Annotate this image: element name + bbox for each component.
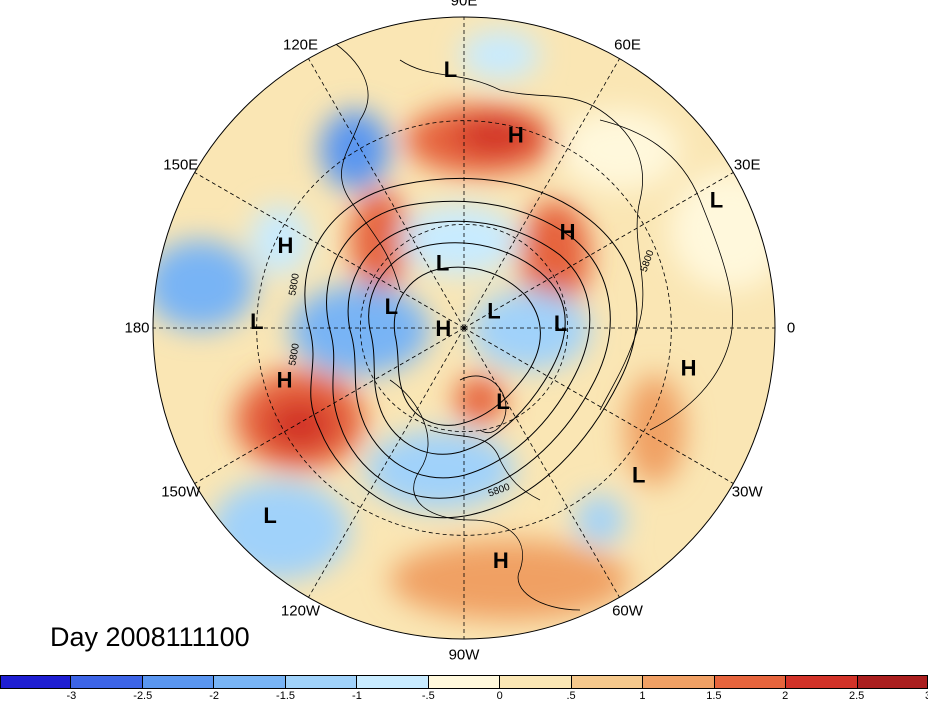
low-pressure-label: L xyxy=(496,389,509,414)
colorbar-tick-label: 1 xyxy=(639,690,646,702)
colorbar-tick-label: -1 xyxy=(352,690,362,702)
colorbar-tick-label: .5 xyxy=(566,690,576,702)
longitude-label: 60W xyxy=(612,602,643,620)
low-pressure-label: L xyxy=(710,187,723,212)
meridian-line xyxy=(194,172,465,329)
longitude-label: 90E xyxy=(450,0,478,10)
longitude-label: 120E xyxy=(282,36,319,54)
longitude-label: 60E xyxy=(614,36,641,54)
colorbar-tick-label: 0 xyxy=(496,690,503,702)
colorbar-swatch xyxy=(500,675,572,689)
longitude-label: 90W xyxy=(448,646,480,664)
colorbar xyxy=(0,675,928,689)
meridian-line xyxy=(463,327,734,484)
contour-label: 5800 xyxy=(287,342,302,366)
colorbar-tick-label: -2 xyxy=(209,690,220,702)
meridian-line xyxy=(463,172,734,329)
colorbar-swatch xyxy=(357,675,429,689)
colorbar-tick-label: 2 xyxy=(782,690,789,702)
date-title: Day 2008111100 xyxy=(50,622,250,652)
colorbar-swatch xyxy=(643,675,715,689)
longitude-label: 30W xyxy=(731,483,763,500)
low-pressure-label: L xyxy=(554,311,567,336)
low-pressure-label: L xyxy=(444,57,457,82)
low-pressure-label: L xyxy=(263,503,276,528)
high-pressure-label: H xyxy=(278,233,294,258)
colorbar-swatch xyxy=(857,675,928,689)
meridian-line xyxy=(308,58,465,329)
map-boundary xyxy=(152,16,776,640)
high-pressure-label: H xyxy=(681,356,697,381)
low-pressure-label: L xyxy=(385,294,398,319)
colorbar-tick-label: 3 xyxy=(925,690,928,702)
high-pressure-label: H xyxy=(508,122,524,147)
graticule xyxy=(153,17,775,639)
low-pressure-label: L xyxy=(250,309,263,334)
colorbar-tick-label: 1.5 xyxy=(706,690,722,702)
colorbar-swatch xyxy=(0,675,72,689)
longitude-label: 30E xyxy=(733,156,761,173)
longitude-label: 120W xyxy=(280,602,321,620)
high-pressure-label: H xyxy=(277,367,293,392)
meridian-line xyxy=(463,58,620,329)
longitude-label: 150W xyxy=(161,483,201,500)
low-pressure-label: L xyxy=(632,463,645,488)
colorbar-swatch xyxy=(786,675,858,689)
colorbar-swatch xyxy=(428,675,501,689)
low-pressure-label: L xyxy=(436,250,449,275)
high-pressure-label: H xyxy=(560,219,576,244)
meridian-line xyxy=(463,327,620,598)
colorbar-swatch xyxy=(285,675,358,689)
colorbar-tick-label: -3 xyxy=(66,690,77,702)
high-pressure-label: H xyxy=(435,316,451,341)
meridian-line xyxy=(194,327,465,484)
colorbar-tick-label: 2.5 xyxy=(848,690,865,702)
latitude-circle xyxy=(359,223,569,433)
colorbar-swatch xyxy=(571,675,644,689)
colorbar-swatch xyxy=(71,675,143,689)
colorbar-swatch xyxy=(214,675,286,689)
colorbar-tick-label: -.5 xyxy=(421,690,435,702)
longitude-label: 150E xyxy=(163,156,199,173)
high-pressure-label: H xyxy=(493,548,509,573)
low-pressure-label: L xyxy=(487,299,500,324)
colorbar-swatch xyxy=(714,675,787,689)
latitude-circle xyxy=(256,120,672,536)
colorbar-tick-label: -1.5 xyxy=(276,690,296,702)
colorbar-swatch xyxy=(142,675,215,689)
height-contours xyxy=(304,177,638,519)
longitude-label: 180 xyxy=(124,319,150,337)
longitude-label: 0 xyxy=(786,319,796,337)
meridian-line xyxy=(308,327,465,598)
pressure-systems: L H H L L H L L H L L H H L L L H xyxy=(250,57,723,573)
colorbar-tick-label: -2.5 xyxy=(133,690,153,702)
anomaly-field xyxy=(153,17,775,639)
contour-label: 5800 xyxy=(287,272,302,296)
